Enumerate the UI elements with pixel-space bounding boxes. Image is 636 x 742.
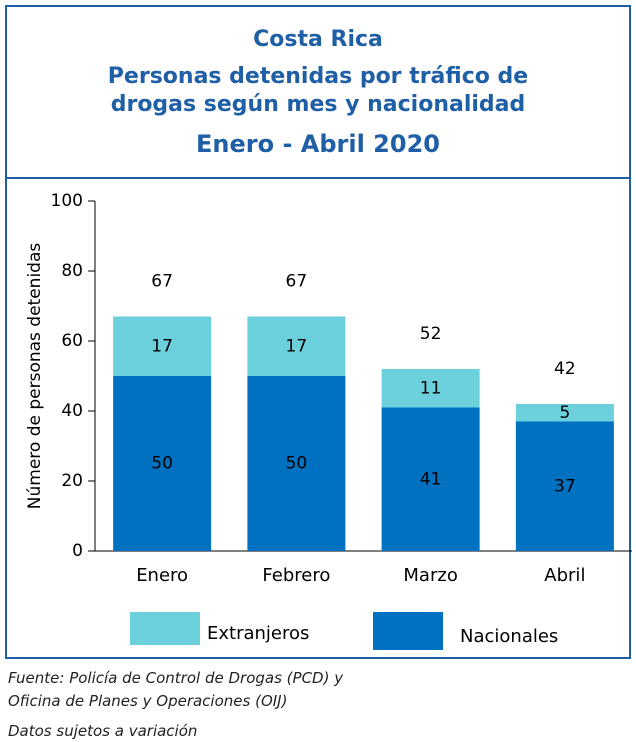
bar-segment [113,316,212,376]
frame [5,5,631,659]
data-label: 41 [420,469,442,489]
x-tick-label: Febrero [262,565,330,586]
data-label: 50 [286,454,308,474]
data-label: 17 [151,336,173,356]
y-tick-label: 60 [61,331,83,351]
y-axis-label: Número de personas detenidas [25,243,45,510]
chart-title: Enero - Abril 2020 [196,130,440,158]
y-tick-label: 40 [61,401,83,421]
y-tick-label: 0 [72,541,83,561]
data-label: 50 [151,454,173,474]
y-tick-label: 20 [61,471,83,491]
footnote: Fuente: Policía de Control de Drogas (PC… [8,669,344,687]
x-tick-label: Marzo [403,565,457,586]
bar-segment [515,404,614,422]
bar-segment [247,376,346,551]
data-label: 11 [420,378,442,398]
total-label: 42 [554,359,576,379]
x-tick-label: Enero [136,565,188,586]
chart-title: Costa Rica [253,27,383,52]
legend-label: Extranjeros [207,623,309,644]
chart-title: drogas según mes y nacionalidad [111,92,526,117]
chart-title: Personas detenidas por tráfico de [108,64,528,89]
bar-segment [515,421,614,551]
x-tick-label: Abril [544,565,585,586]
y-tick-label: 80 [61,261,83,281]
data-label: 37 [554,476,576,496]
legend-swatch [130,612,200,645]
legend-label: Nacionales [460,626,558,647]
bar-segment [381,369,480,408]
data-label: 17 [286,336,308,356]
data-label: 5 [559,403,570,423]
total-label: 67 [151,272,173,292]
bar-segment [247,316,346,376]
footnote: Oficina de Planes y Operaciones (OIJ) [8,692,287,710]
y-tick-label: 100 [51,191,83,211]
bar-segment [113,376,212,551]
bar-segment [381,407,480,551]
footnote: Datos sujetos a variación [8,722,197,740]
total-label: 52 [420,324,442,344]
legend-swatch [373,612,443,650]
total-label: 67 [286,272,308,292]
